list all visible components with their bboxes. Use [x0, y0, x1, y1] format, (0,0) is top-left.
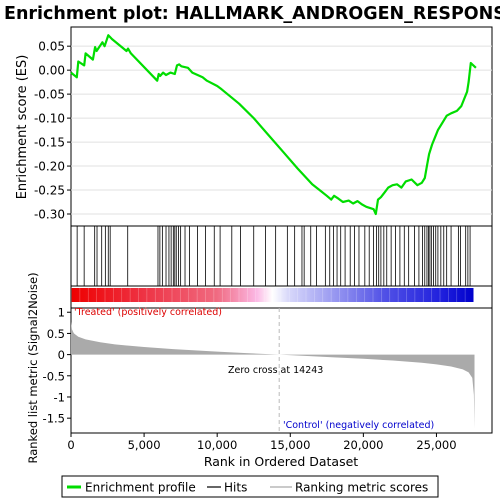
hits-layer [76, 226, 471, 286]
metric-panel [70, 307, 493, 434]
metric-y-label: Ranked list metric (Signal2Noise) [26, 272, 40, 463]
legend-label-ranking: Ranking metric scores [295, 481, 428, 495]
metric-x-tick-label: 20,000 [343, 438, 383, 452]
es-y-tick-label: -0.15 [34, 136, 65, 150]
legend-box [61, 475, 439, 498]
metric-y-tick-label: 0.5 [47, 327, 65, 341]
legend-label-hits: Hits [224, 481, 247, 495]
es-y-tick-label: -0.10 [34, 112, 65, 126]
chart-title: Enrichment plot: HALLMARK_ANDROGEN_RESPO… [4, 4, 500, 24]
metric-y-tick-label: 0 [58, 348, 65, 362]
enrichment-profile-line [70, 34, 477, 216]
es-y-tick-label: -0.05 [34, 88, 65, 102]
es-panel [70, 26, 493, 227]
es-y-tick-label: -0.25 [34, 184, 65, 198]
metric-x-tick-label: 15,000 [270, 438, 310, 452]
zero-cross-label: Zero cross at 14243 [228, 365, 323, 376]
metric-y-tick-label: -1 [54, 390, 65, 404]
hits-panel [70, 225, 493, 287]
es-y-tick-label: 0.00 [38, 64, 65, 78]
es-y-axis: 0.05 0.00 -0.05 -0.10 -0.15 -0.20 -0.25 -0.30 [34, 40, 71, 222]
es-y-tick-label: -0.30 [34, 208, 65, 222]
metric-y-tick-label: -1.5 [43, 412, 65, 426]
es-y-tick-label: 0.05 [38, 40, 65, 54]
metric-x-tick-label: 0 [67, 438, 74, 452]
es-y-tick-label: -0.20 [34, 160, 65, 174]
heatmap-ticks [71, 288, 466, 302]
metric-y-tick-label: -0.5 [43, 369, 65, 383]
treated-label: 'Treated' (positively correlated) [74, 307, 222, 318]
es-grid [71, 45, 492, 215]
metric-x-tick-label: 5,000 [128, 438, 161, 452]
metric-x-tick-label: 25,000 [416, 438, 456, 452]
metric-x-tick-label: 10,000 [197, 438, 237, 452]
control-label: 'Control' (negatively correlated) [283, 420, 434, 431]
metric-x-axis: 0 5,000 10,000 15,000 20,000 25,000 [67, 433, 457, 452]
metric-y-axis: 1 0.5 0 -0.5 -1 -1.5 [43, 306, 71, 426]
metric-y-tick-label: 1 [58, 306, 65, 320]
es-line-layer [70, 34, 477, 216]
metric-x-label: Rank in Ordered Dataset [204, 454, 358, 469]
legend-label-enrichment: Enrichment profile [85, 481, 196, 495]
ranked-heatmap-bar [71, 288, 474, 302]
es-y-label: Enrichment score (ES) [15, 55, 30, 200]
